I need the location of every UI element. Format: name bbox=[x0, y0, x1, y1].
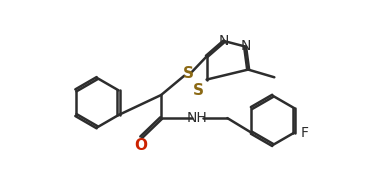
Text: O: O bbox=[135, 138, 148, 153]
Text: S: S bbox=[193, 83, 204, 98]
Text: NH: NH bbox=[187, 111, 208, 125]
Text: S: S bbox=[182, 66, 194, 81]
Text: F: F bbox=[301, 126, 309, 140]
Text: N: N bbox=[240, 39, 251, 54]
Text: N: N bbox=[218, 34, 229, 48]
